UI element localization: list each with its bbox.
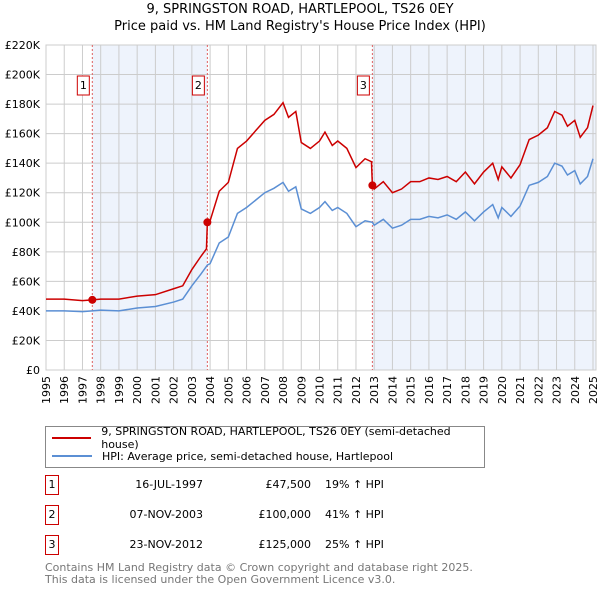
x-tick-label: 2000: [131, 376, 144, 404]
sale-price: £100,000: [258, 508, 312, 521]
x-tick-label: 2012: [350, 376, 363, 404]
x-tick-label: 1998: [95, 376, 108, 404]
y-tick-label: £0: [26, 364, 40, 377]
hpi-line: [46, 158, 594, 313]
x-tick-label: 2004: [204, 376, 217, 404]
x-tick-label: 2007: [259, 376, 272, 404]
x-tick-label: 2022: [532, 376, 545, 404]
x-tick-label: 1996: [58, 376, 71, 404]
y-tick-label: £220K: [5, 39, 41, 52]
y-tick-label: £160K: [5, 128, 41, 141]
sale-point: [88, 295, 97, 304]
x-tick-label: 1999: [113, 376, 126, 404]
sale-marker-box: [356, 75, 370, 96]
x-tick-label: 2009: [295, 376, 308, 404]
chart-title: 9, SPRINGSTON ROAD, HARTLEPOOL, TS26 0EY: [146, 2, 454, 17]
x-tick-label: 2006: [241, 376, 254, 404]
x-tick-label: 1995: [40, 376, 53, 404]
sale-number: 3: [45, 535, 59, 555]
legend-swatch-blue: [52, 455, 92, 457]
x-tick-label: 2013: [368, 376, 381, 404]
x-tick-label: 2019: [478, 376, 491, 404]
shaded-period: [92, 45, 208, 370]
x-tick-label: 2008: [277, 376, 290, 404]
y-tick-label: £180K: [5, 98, 41, 111]
x-tick-label: 2011: [332, 376, 345, 404]
sale-marker-box: [191, 75, 205, 96]
x-tick-label: 2014: [386, 376, 399, 404]
x-tick-label: 2025: [587, 376, 600, 404]
x-tick-label: 2002: [168, 376, 181, 404]
sale-point: [203, 218, 212, 227]
legend-label: 9, SPRINGSTON ROAD, HARTLEPOOL, TS26 0EY…: [101, 425, 451, 451]
x-tick-label: 1997: [76, 376, 89, 404]
x-tick-label: 2010: [314, 376, 327, 404]
legend-item-hpi: HPI: Average price, semi-detached house,…: [52, 448, 393, 464]
sale-marker-box: [76, 75, 90, 96]
sale-price: £125,000: [258, 538, 312, 551]
sale-row: 1 16-JUL-1997 £47,500 19% ↑ HPI: [45, 475, 465, 495]
x-tick-label: 2001: [149, 376, 162, 404]
sale-date: 07-NOV-2003: [129, 508, 203, 521]
x-tick-label: 2020: [496, 376, 509, 404]
sale-date: 23-NOV-2012: [129, 538, 203, 551]
sale-row: 2 07-NOV-2003 £100,000 41% ↑ HPI: [45, 505, 465, 525]
y-tick-label: £120K: [5, 187, 41, 200]
x-tick-label: 2003: [186, 376, 199, 404]
x-tick-label: 2023: [551, 376, 564, 404]
plot-border: [45, 44, 597, 371]
y-tick-label: £100K: [5, 216, 41, 229]
price-chart: 1995 1996 1997 1998 1999 2000 2001 2002 2003 2004…: [5, 39, 600, 404]
chart-subtitle: Price paid vs. HM Land Registry's House …: [114, 19, 486, 34]
sale-marker-label: 1: [80, 79, 87, 92]
sale-date: 16-JUL-1997: [135, 478, 203, 491]
property-price-line: [46, 101, 594, 302]
y-tick-label: £200K: [5, 69, 41, 82]
y-tick-label: £60K: [12, 275, 41, 288]
shaded-period: [372, 45, 596, 370]
footer-copyright: Contains HM Land Registry data © Crown c…: [45, 561, 473, 574]
sale-hpi-diff: 19% ↑ HPI: [325, 478, 384, 491]
y-tick-label: £20K: [12, 334, 41, 347]
sale-hpi-diff: 41% ↑ HPI: [325, 508, 384, 521]
legend-item-property: 9, SPRINGSTON ROAD, HARTLEPOOL, TS26 0EY…: [52, 425, 484, 451]
x-tick-label: 2018: [459, 376, 472, 404]
legend-label: HPI: Average price, semi-detached house,…: [102, 449, 394, 463]
x-tick-label: 2015: [405, 376, 418, 404]
sale-hpi-diff: 25% ↑ HPI: [325, 538, 384, 551]
x-tick-label: 2024: [569, 376, 582, 404]
sale-marker-label: 2: [195, 79, 202, 92]
sale-point: [368, 181, 377, 190]
x-tick-label: 2021: [514, 376, 527, 404]
y-tick-label: £40K: [12, 305, 41, 318]
sale-number: 2: [45, 505, 59, 525]
sale-marker-label: 3: [360, 79, 367, 92]
sale-row: 3 23-NOV-2012 £125,000 25% ↑ HPI: [45, 535, 465, 555]
sale-price: £47,500: [265, 478, 312, 491]
y-tick-label: £80K: [12, 246, 41, 259]
y-tick-label: £140K: [5, 157, 41, 170]
x-tick-label: 2017: [441, 376, 454, 404]
x-tick-label: 2005: [222, 376, 235, 404]
footer-licence: This data is licensed under the Open Gov…: [45, 573, 396, 586]
legend: 9, SPRINGSTON ROAD, HARTLEPOOL, TS26 0EY…: [45, 425, 485, 468]
legend-swatch-red: [52, 437, 92, 439]
sale-number: 1: [45, 475, 59, 495]
x-tick-label: 2016: [423, 376, 436, 404]
